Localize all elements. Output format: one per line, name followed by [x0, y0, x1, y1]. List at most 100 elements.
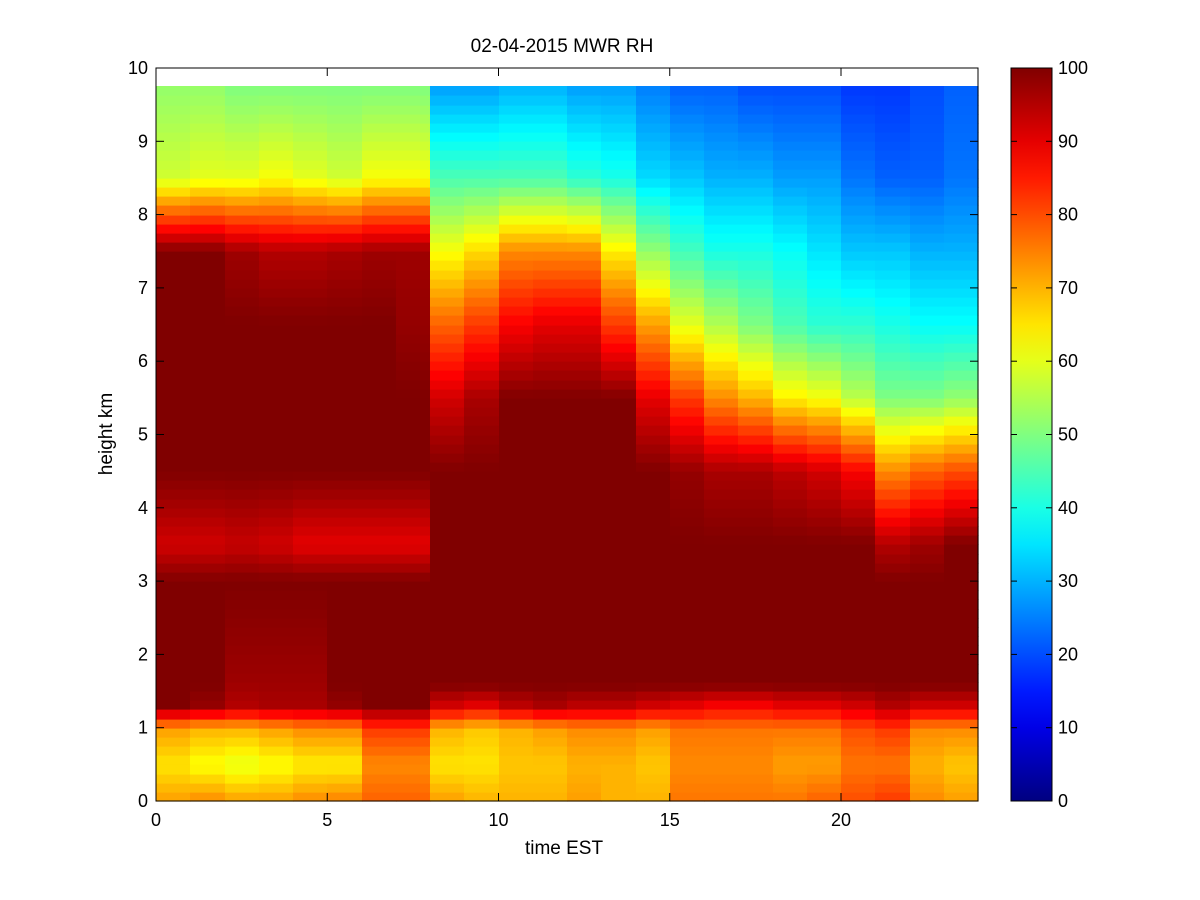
heatmap-cell: [430, 150, 465, 161]
heatmap-cell: [910, 169, 945, 179]
heatmap-cell: [841, 343, 876, 353]
heatmap-cell: [533, 664, 568, 674]
heatmap-cell: [533, 499, 568, 509]
heatmap-cell: [464, 260, 500, 271]
heatmap-cell: [225, 105, 260, 115]
heatmap-cell: [293, 444, 328, 454]
heatmap-cell: [841, 526, 876, 536]
heatmap-cell: [190, 380, 226, 390]
heatmap-cell: [259, 407, 294, 417]
heatmap-cell: [430, 205, 465, 216]
heatmap-cell: [430, 783, 465, 793]
heatmap-cell: [670, 425, 705, 436]
heatmap-cell: [362, 728, 397, 738]
heatmap-cell: [156, 123, 191, 133]
heatmap-cell: [464, 215, 500, 225]
heatmap-cell: [430, 178, 465, 188]
heatmap-cell: [807, 187, 842, 197]
heatmap-cell: [499, 572, 534, 582]
heatmap-cell: [944, 251, 979, 261]
heatmap-cell: [259, 334, 294, 344]
heatmap-cell: [190, 590, 226, 600]
heatmap-cell: [841, 187, 876, 197]
heatmap-cell: [533, 416, 568, 426]
heatmap-cell: [293, 160, 328, 170]
heatmap-cell: [807, 664, 842, 674]
heatmap-cell: [944, 86, 979, 96]
heatmap-cell: [362, 260, 397, 271]
heatmap-cell: [910, 86, 945, 96]
heatmap-cell: [190, 444, 226, 454]
heatmap-cell: [910, 297, 945, 307]
heatmap-cell: [704, 599, 739, 610]
heatmap-cell: [944, 150, 979, 161]
heatmap-cell: [910, 407, 945, 417]
heatmap-cell: [841, 279, 876, 289]
heatmap-cell: [464, 389, 500, 399]
heatmap-cell: [704, 618, 739, 628]
heatmap-cell: [190, 719, 226, 729]
heatmap-cell: [464, 205, 500, 216]
heatmap-cell: [190, 416, 226, 426]
heatmap-cell: [944, 627, 979, 637]
heatmap-cell: [293, 737, 328, 747]
heatmap-cell: [944, 664, 979, 674]
heatmap-cell: [773, 407, 808, 417]
heatmap-cell: [704, 691, 739, 701]
heatmap-cell: [773, 719, 808, 729]
heatmap-cell: [430, 489, 465, 500]
heatmap-cell: [875, 160, 911, 170]
heatmap-cell: [670, 682, 705, 692]
heatmap-cell: [225, 306, 260, 316]
heatmap-cell: [773, 700, 808, 710]
heatmap-cell: [293, 242, 328, 252]
heatmap-cell: [430, 251, 465, 261]
heatmap-cell: [396, 178, 431, 188]
heatmap-cell: [190, 572, 226, 582]
heatmap-cell: [327, 526, 363, 536]
heatmap-cell: [156, 764, 191, 775]
heatmap-cell: [362, 471, 397, 481]
heatmap-cell: [293, 196, 328, 206]
heatmap-cell: [259, 416, 294, 426]
heatmap-cell: [704, 526, 739, 536]
heatmap-cell: [362, 764, 397, 775]
heatmap-cell: [773, 215, 808, 225]
heatmap-cell: [738, 719, 774, 729]
heatmap-cell: [875, 141, 911, 151]
heatmap-cell: [464, 755, 500, 765]
heatmap-cell: [533, 554, 568, 564]
heatmap-cell: [773, 645, 808, 655]
heatmap-cell: [636, 343, 671, 353]
heatmap-cell: [601, 599, 637, 610]
heatmap-cell: [704, 563, 739, 573]
heatmap-cell: [430, 352, 465, 362]
heatmap-cell: [670, 774, 705, 784]
heatmap-cell: [464, 270, 500, 280]
heatmap-cell: [601, 499, 637, 509]
heatmap-cell: [499, 508, 534, 518]
heatmap-cell: [567, 425, 602, 436]
heatmap-cell: [396, 242, 431, 252]
heatmap-cell: [190, 627, 226, 637]
heatmap-cell: [259, 563, 294, 573]
heatmap-cell: [362, 691, 397, 701]
heatmap-cell: [704, 297, 739, 307]
heatmap-cell: [875, 169, 911, 179]
heatmap-cell: [430, 114, 465, 124]
heatmap-cell: [567, 590, 602, 600]
heatmap-cell: [807, 389, 842, 399]
heatmap-cell: [773, 471, 808, 481]
heatmap-cell: [738, 444, 774, 454]
heatmap-cell: [704, 105, 739, 115]
heatmap-cell: [841, 160, 876, 170]
heatmap-cell: [910, 224, 945, 234]
heatmap-cell: [156, 535, 191, 545]
heatmap-cell: [773, 746, 808, 756]
heatmap-cell: [362, 205, 397, 216]
heatmap-cell: [944, 141, 979, 151]
heatmap-cell: [362, 737, 397, 747]
heatmap-cell: [670, 444, 705, 454]
heatmap-cell: [190, 178, 226, 188]
heatmap-cell: [738, 297, 774, 307]
